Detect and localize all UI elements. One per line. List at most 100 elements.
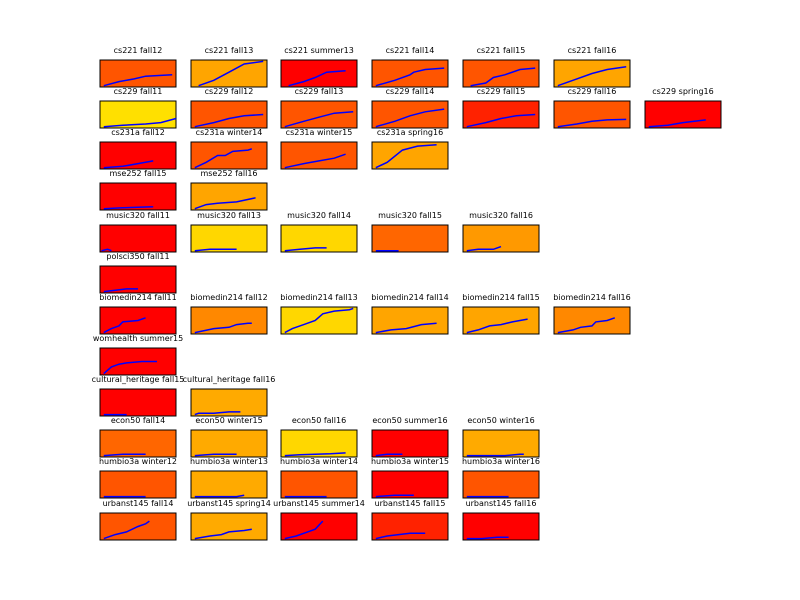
series-line xyxy=(103,360,157,375)
panel-background xyxy=(462,59,540,88)
panel-background xyxy=(280,59,358,88)
panel: polsci350 fall11 xyxy=(99,252,177,294)
panel: mse252 fall16 xyxy=(190,169,268,211)
panel: urbanst145 summer14 xyxy=(273,499,365,541)
series-line xyxy=(194,453,237,457)
panel-title: cs221 summer13 xyxy=(284,46,354,55)
panel: cultural_heritage fall15 xyxy=(92,375,185,417)
panel-title: cultural_heritage fall16 xyxy=(183,375,276,384)
panel-background xyxy=(99,224,177,253)
panel: urbanst145 fall16 xyxy=(462,499,540,541)
series-line xyxy=(466,536,509,540)
panel-title: cultural_heritage fall15 xyxy=(92,375,185,384)
panel-title: cs221 fall15 xyxy=(477,46,526,55)
panel-title: cs221 fall12 xyxy=(114,46,163,55)
panel: biomedin214 fall15 xyxy=(462,293,540,335)
panel: cs221 fall16 xyxy=(553,46,631,88)
panel-title: cs221 fall13 xyxy=(205,46,254,55)
panel-title: biomedin214 fall13 xyxy=(280,293,357,302)
panel: econ50 winter15 xyxy=(190,416,268,458)
panel-title: music320 fall16 xyxy=(469,211,533,220)
panel-background xyxy=(190,306,268,335)
panel-title: humbio3a winter13 xyxy=(190,457,268,466)
series-line xyxy=(466,453,524,457)
panel-title: cs229 fall14 xyxy=(386,87,435,96)
panel: urbanst145 fall15 xyxy=(371,499,449,541)
panel-title: biomedin214 fall14 xyxy=(371,293,448,302)
panel-title: humbio3a winter14 xyxy=(280,457,358,466)
series-line xyxy=(194,322,252,334)
panel: cs221 fall12 xyxy=(99,46,177,88)
panel: econ50 fall14 xyxy=(99,416,177,458)
panel-background xyxy=(99,59,177,88)
panel: cs221 summer13 xyxy=(280,46,358,88)
panel: cs231a winter14 xyxy=(190,128,268,170)
panel-title: cs231a spring16 xyxy=(377,128,443,137)
panel: humbio3a winter15 xyxy=(371,457,449,499)
series-line xyxy=(466,113,536,128)
panel-title: cs229 fall12 xyxy=(205,87,254,96)
series-line xyxy=(284,247,327,252)
panel: biomedin214 fall14 xyxy=(371,293,449,335)
panel-title: cs229 fall15 xyxy=(477,87,526,96)
panel: urbanst145 fall14 xyxy=(99,499,177,541)
panel-title: cs231a fall12 xyxy=(111,128,165,137)
panel-title: cs229 fall16 xyxy=(568,87,617,96)
panel: urbanst145 spring14 xyxy=(187,499,271,541)
panel: mse252 fall15 xyxy=(99,169,177,211)
panel: cs229 spring16 xyxy=(644,87,722,129)
panel-title: cs229 spring16 xyxy=(652,87,713,96)
panel-title: mse252 fall15 xyxy=(109,169,166,178)
panel: cs221 fall15 xyxy=(462,46,540,88)
panel-background xyxy=(462,470,540,499)
panel: cs229 fall12 xyxy=(190,87,268,129)
panel-title: music320 fall14 xyxy=(287,211,351,220)
series-line xyxy=(194,113,264,128)
panel-title: cs221 fall16 xyxy=(568,46,617,55)
panel: cs229 fall16 xyxy=(553,87,631,129)
panel-background xyxy=(190,470,268,499)
series-line xyxy=(103,206,154,210)
panel-title: music320 fall15 xyxy=(378,211,442,220)
series-line xyxy=(103,117,177,128)
panel-background xyxy=(371,224,449,253)
panel-title: humbio3a winter15 xyxy=(371,457,449,466)
series-line xyxy=(466,318,528,334)
panel: womhealth summer15 xyxy=(93,334,183,376)
panel: music320 fall15 xyxy=(371,211,449,253)
panel-title: polsci350 fall11 xyxy=(106,252,169,261)
panel-background xyxy=(553,306,631,335)
panel-background xyxy=(644,100,722,129)
panel: cs229 fall14 xyxy=(371,87,449,129)
panel: econ50 fall16 xyxy=(280,416,358,458)
panel-background xyxy=(462,512,540,541)
series-line xyxy=(284,307,354,334)
panel: cs229 fall11 xyxy=(99,87,177,129)
panel: econ50 summer16 xyxy=(371,416,449,458)
series-line xyxy=(284,452,346,457)
series-line xyxy=(284,111,354,128)
panel: cs231a fall12 xyxy=(99,128,177,170)
panel-background xyxy=(99,388,177,417)
panel-title: urbanst145 fall16 xyxy=(466,499,537,508)
panel-background xyxy=(371,512,449,541)
series-line xyxy=(470,67,536,87)
panel-background xyxy=(190,429,268,458)
panel-title: biomedin214 fall16 xyxy=(553,293,630,302)
panel-title: urbanst145 spring14 xyxy=(187,499,271,508)
panel-background xyxy=(190,512,268,541)
panel-background xyxy=(462,306,540,335)
panel: biomedin214 fall16 xyxy=(553,293,631,335)
panel-background xyxy=(371,141,449,170)
panel-title: mse252 fall16 xyxy=(200,169,257,178)
series-line xyxy=(194,411,241,416)
panel: cs229 fall13 xyxy=(280,87,358,129)
series-line xyxy=(284,520,324,540)
panel-title: urbanst145 fall14 xyxy=(103,499,174,508)
series-line xyxy=(375,494,414,498)
panel-background xyxy=(371,470,449,499)
series-line xyxy=(375,532,426,540)
panel-title: biomedin214 fall12 xyxy=(190,293,267,302)
panel: cs231a spring16 xyxy=(371,128,449,170)
